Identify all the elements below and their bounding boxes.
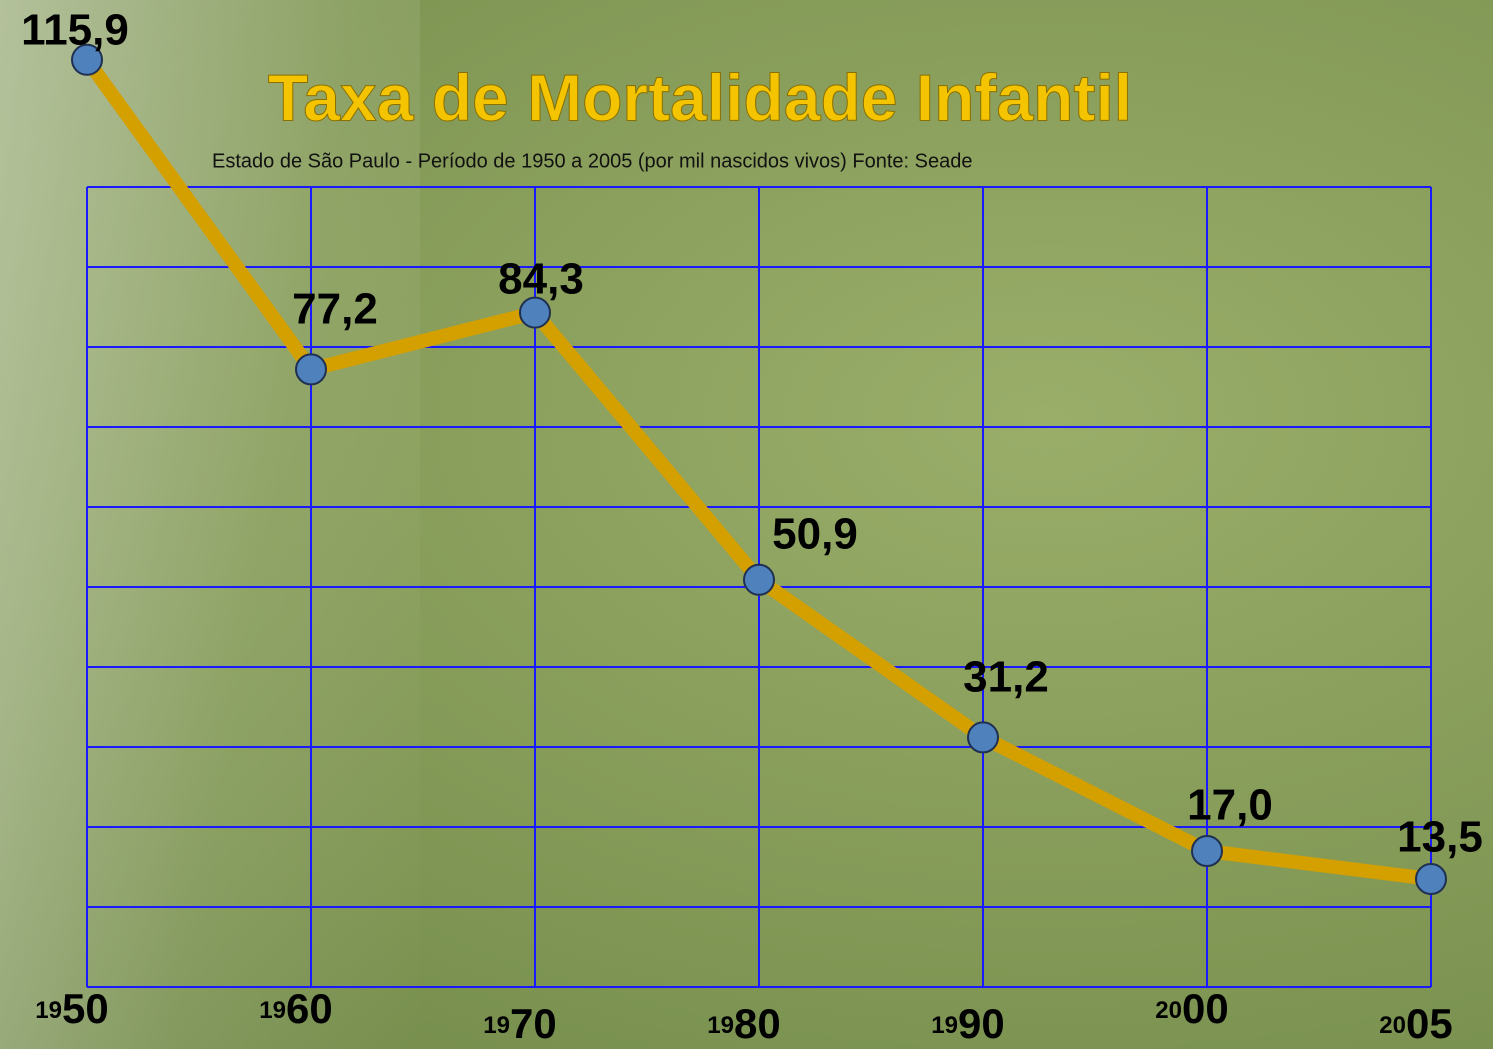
x-tick-label: 2000 — [1155, 985, 1228, 1032]
value-label: 84,3 — [498, 255, 584, 304]
x-tick-label: 1950 — [35, 985, 108, 1032]
value-label: 50,9 — [772, 510, 858, 559]
data-point — [1192, 836, 1222, 866]
x-tick-label: 2005 — [1379, 1000, 1452, 1047]
chart: Taxa de Mortalidade Infantil Estado de S… — [0, 0, 1493, 1049]
value-label: 31,2 — [963, 653, 1049, 702]
data-point — [744, 565, 774, 595]
x-tick-label: 1980 — [707, 1000, 780, 1047]
chart-subtitle: Estado de São Paulo - Período de 1950 a … — [212, 150, 972, 172]
x-tick-label: 1990 — [931, 1000, 1004, 1047]
data-point — [296, 354, 326, 384]
value-label: 115,9 — [21, 6, 129, 55]
data-point — [1416, 864, 1446, 894]
x-tick-label: 1970 — [483, 1000, 556, 1047]
value-label: 17,0 — [1187, 781, 1273, 830]
value-label: 77,2 — [292, 285, 378, 334]
slide: Taxa de Mortalidade Infantil Estado de S… — [0, 0, 1493, 1049]
data-point — [968, 722, 998, 752]
chart-title: Taxa de Mortalidade Infantil — [268, 60, 1132, 134]
value-label: 13,5 — [1397, 813, 1483, 862]
x-tick-label: 1960 — [259, 985, 332, 1032]
